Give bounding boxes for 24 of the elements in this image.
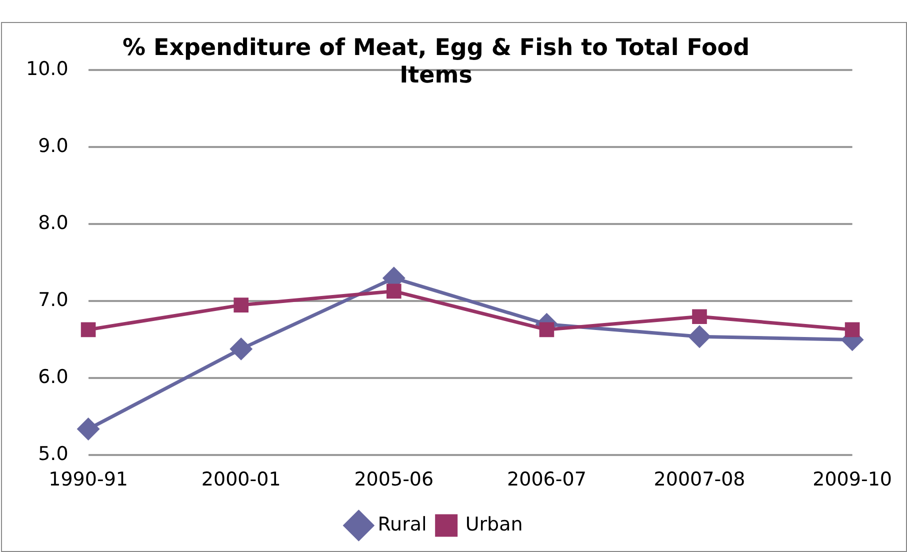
x-tick-label: 2006-07 [507,468,586,491]
y-tick-label: 8.0 [38,212,68,234]
point [688,326,710,348]
x-tick-label: 20007-08 [654,468,746,491]
point [230,338,252,360]
y-tick-label: 9.0 [38,135,68,158]
y-tick-label: 6.0 [38,366,68,388]
y-tick-label: 5.0 [38,443,68,466]
chart-title: % Expenditure of Meat, Egg & Fish to Total Food Items [122,34,750,88]
legend-label: Rural [378,513,427,536]
legend-label: Urban [465,513,523,536]
point [692,309,707,324]
x-tick-label: 1990-91 [48,468,128,491]
point [78,418,100,440]
point [80,322,96,338]
x-tick-label: 2000-01 [201,468,281,491]
x-tick-label: 2005-06 [354,468,434,491]
y-tick-label: 7.0 [38,289,68,312]
point [844,322,860,338]
point [386,284,402,299]
x-tick-label: 2009-10 [812,468,892,491]
point [234,298,249,312]
point [539,322,554,338]
y-tick-label: 10.0 [26,58,68,80]
